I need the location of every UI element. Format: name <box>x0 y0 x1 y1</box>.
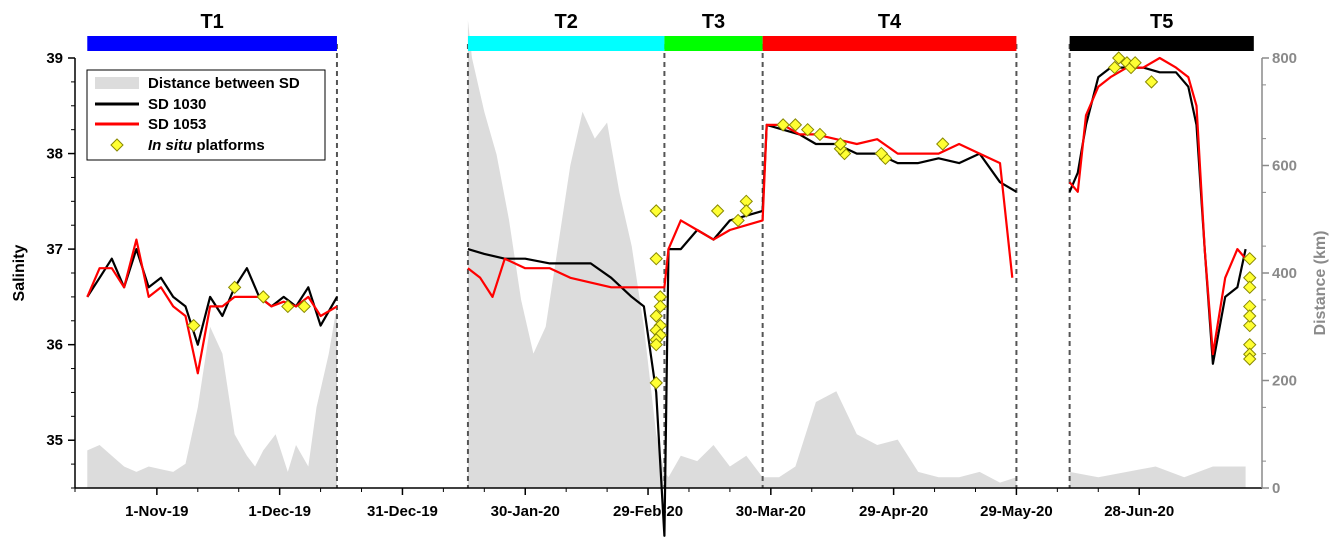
legend-swatch-distance <box>95 77 139 89</box>
salinity-lines-layer <box>86 56 1247 537</box>
series-distance-between-sd-segment-1 <box>467 20 1017 489</box>
in-situ-marker-2 <box>256 290 270 304</box>
x-tick-label-6: 29-Apr-20 <box>859 503 928 520</box>
legend-label-distance: Distance between SD <box>148 75 300 92</box>
in-situ-marker-8 <box>653 299 668 314</box>
in-situ-marker-26 <box>833 137 848 151</box>
period-bar-t1 <box>87 36 337 51</box>
x-tick-label-2: 31-Dec-19 <box>367 503 438 520</box>
series-sd-1053-segment-1 <box>467 123 1014 298</box>
x-tick-label-4: 29-Feb-20 <box>613 503 683 520</box>
y-tick-label-2: 37 <box>46 241 63 258</box>
period-bar-t3 <box>664 36 763 51</box>
in-situ-marker-38 <box>1243 280 1257 295</box>
y2-tick-label-0: 0 <box>1272 480 1280 497</box>
in-situ-markers-layer <box>186 51 1257 390</box>
y2-tick-label-1: 200 <box>1272 373 1297 390</box>
in-situ-marker-15 <box>649 376 663 390</box>
in-situ-marker-44 <box>1243 309 1257 323</box>
in-situ-marker-3 <box>281 299 295 314</box>
period-label-t3: T3 <box>702 11 725 33</box>
in-situ-marker-20 <box>776 118 790 132</box>
legend: Distance between SD SD 1030 SD 1053 In s… <box>86 69 326 161</box>
distance-area-layer <box>87 20 1246 489</box>
y-tick-label-4: 39 <box>46 50 63 67</box>
series-sd-1030-segment-1 <box>467 123 1017 537</box>
period-bars-layer: T1 T2 T3 T4 T5 <box>87 11 1254 51</box>
in-situ-marker-23 <box>813 127 827 142</box>
x-tick-label-3: 30-Jan-20 <box>491 503 560 520</box>
in-situ-marker-17 <box>739 204 753 218</box>
in-situ-marker-28 <box>874 146 889 161</box>
in-situ-marker-0 <box>186 318 201 333</box>
period-label-t4: T4 <box>878 11 902 33</box>
y2-tick-label-4: 800 <box>1272 50 1297 67</box>
legend-label-in-situ-rest: platforms <box>192 137 265 154</box>
legend-label-in-situ-italic: In situ <box>148 137 192 154</box>
legend-label-sd1053: SD 1053 <box>148 116 206 133</box>
y-tick-label-1: 36 <box>46 337 63 354</box>
x-tick-label-8: 28-Jun-20 <box>1104 503 1174 520</box>
series-sd-1053-segment-2 <box>1068 56 1247 356</box>
period-label-t1: T1 <box>200 11 223 33</box>
in-situ-marker-9 <box>649 309 663 323</box>
y-tick-label-0: 35 <box>46 432 63 449</box>
series-distance-between-sd-segment-2 <box>1069 466 1246 488</box>
in-situ-marker-31 <box>1112 51 1126 65</box>
series-sd-1030-segment-0 <box>86 248 338 346</box>
in-situ-marker-43 <box>1243 352 1257 366</box>
y2-tick-label-3: 600 <box>1272 158 1297 175</box>
y-tick-label-3: 38 <box>46 146 63 163</box>
y2-axis-title: Distance (km) <box>1312 231 1329 336</box>
in-situ-marker-6 <box>649 251 663 266</box>
period-bar-t5 <box>1069 36 1254 51</box>
in-situ-marker-21 <box>788 118 803 132</box>
x-tick-label-0: 1-Nov-19 <box>125 503 188 520</box>
in-situ-marker-34 <box>1128 56 1142 70</box>
period-label-t5: T5 <box>1150 11 1173 33</box>
period-label-t2: T2 <box>555 11 578 33</box>
in-situ-marker-18 <box>710 204 725 218</box>
x-tick-label-1: 1-Dec-19 <box>248 503 311 520</box>
in-situ-marker-19 <box>731 213 745 228</box>
in-situ-marker-29 <box>936 137 950 151</box>
in-situ-marker-1 <box>227 280 242 295</box>
y-axis-title: Salinity <box>11 244 28 301</box>
in-situ-marker-14 <box>649 337 663 352</box>
period-bar-t2 <box>467 36 665 51</box>
legend-label-in-situ: In situ platforms <box>148 137 265 154</box>
legend-swatch-in-situ <box>110 138 124 152</box>
period-bar-t4 <box>762 36 1017 51</box>
in-situ-marker-5 <box>649 204 663 218</box>
axes-layer: 35 36 37 38 39 0 200 400 600 800 1-Nov-19 1-Dec-19 3… <box>11 50 1329 520</box>
in-situ-marker-22 <box>800 122 815 137</box>
x-tick-label-7: 29-May-20 <box>980 503 1053 520</box>
period-boundaries-layer <box>335 44 1071 488</box>
in-situ-marker-30 <box>1107 60 1122 75</box>
in-situ-marker-4 <box>297 299 311 314</box>
in-situ-marker-36 <box>1243 251 1257 266</box>
y2-tick-label-2: 400 <box>1272 265 1297 282</box>
in-situ-marker-40 <box>1243 318 1257 333</box>
legend-label-sd1030: SD 1030 <box>148 96 206 113</box>
series-distance-between-sd-segment-0 <box>87 305 337 488</box>
x-tick-label-5: 30-Mar-20 <box>736 503 806 520</box>
in-situ-marker-35 <box>1144 75 1159 89</box>
